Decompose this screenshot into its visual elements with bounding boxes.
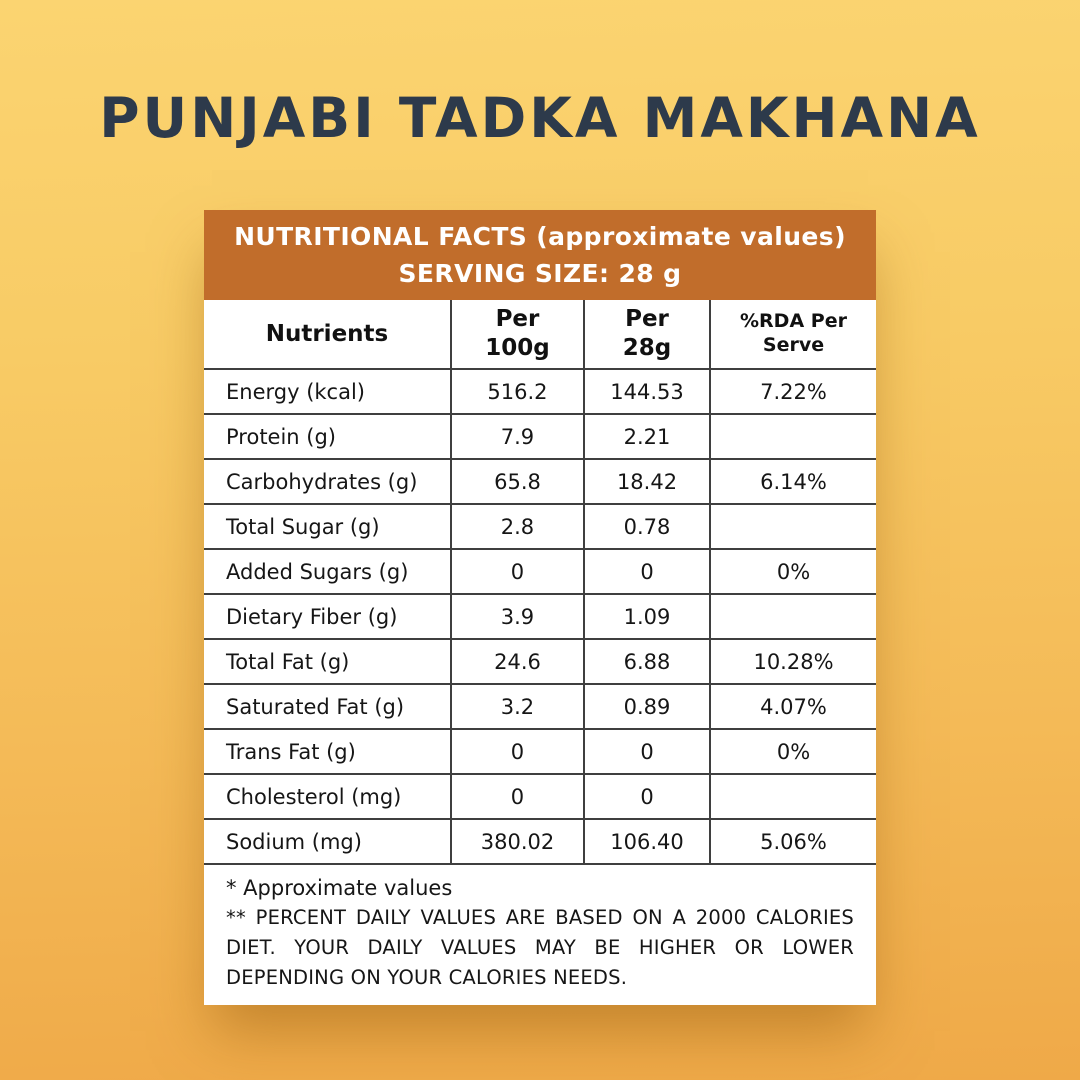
per-28g-cell: 1.09 [584, 594, 711, 640]
nutrient-name-cell: Saturated Fat (g) [204, 684, 452, 730]
rda-cell: 5.06% [710, 819, 876, 865]
per-100g-cell: 0 [450, 774, 586, 820]
nutrition-facts-title: NUTRITIONAL FACTS (approximate values) [234, 222, 846, 251]
table-row: Total Sugar (g) 2.8 0.78 [204, 504, 876, 550]
rda-cell: 7.22% [710, 369, 876, 415]
rda-cell: 10.28% [710, 639, 876, 685]
approximate-values-note: * Approximate values [226, 876, 453, 900]
per-28g-cell: 144.53 [584, 369, 711, 415]
rda-cell: 0% [710, 729, 876, 775]
per-28g-cell: 0 [584, 729, 711, 775]
nutrition-facts-header: NUTRITIONAL FACTS (approximate values) S… [204, 210, 876, 300]
per-100g-cell: 2.8 [450, 504, 586, 550]
rda-cell: 4.07% [710, 684, 876, 730]
nutrient-name-cell: Carbohydrates (g) [204, 459, 452, 505]
per-28g-cell: 0.78 [584, 504, 711, 550]
table-row: Total Fat (g) 24.6 6.88 10.28% [204, 639, 876, 685]
table-row: Carbohydrates (g) 65.8 18.42 6.14% [204, 459, 876, 505]
nutrient-name-cell: Total Fat (g) [204, 639, 452, 685]
rda-cell [710, 594, 876, 640]
serving-size-label: SERVING SIZE: 28 g [398, 259, 682, 288]
page-title: PUNJABI TADKA MAKHANA [99, 86, 981, 150]
per-100g-cell: 3.2 [450, 684, 586, 730]
per-28g-cell: 18.42 [584, 459, 711, 505]
column-header-nutrients: Nutrients [204, 300, 452, 370]
per-100g-cell: 24.6 [450, 639, 586, 685]
nutrient-name-cell: Cholesterol (mg) [204, 774, 452, 820]
per-28g-cell: 2.21 [584, 414, 711, 460]
nutrient-name-cell: Energy (kcal) [204, 369, 452, 415]
per-100g-cell: 0 [450, 549, 586, 595]
table-row: Dietary Fiber (g) 3.9 1.09 [204, 594, 876, 640]
column-header-rda: %RDA Per Serve [710, 300, 876, 370]
column-header-per-28g: Per 28g [584, 300, 711, 370]
rda-cell [710, 504, 876, 550]
nutrition-facts-card: NUTRITIONAL FACTS (approximate values) S… [204, 210, 876, 1005]
nutrient-name-cell: Protein (g) [204, 414, 452, 460]
rda-cell [710, 414, 876, 460]
nutrient-name-cell: Sodium (mg) [204, 819, 452, 865]
table-row: Protein (g) 7.9 2.21 [204, 414, 876, 460]
table-row: Cholesterol (mg) 0 0 [204, 774, 876, 820]
column-header-per-100g: Per 100g [450, 300, 586, 370]
table-row: Sodium (mg) 380.02 106.40 5.06% [204, 819, 876, 865]
per-100g-cell: 7.9 [450, 414, 586, 460]
table-row: Energy (kcal) 516.2 144.53 7.22% [204, 369, 876, 415]
nutrient-name-cell: Dietary Fiber (g) [204, 594, 452, 640]
nutrition-table: Nutrients Per 100g Per 28g %RDA Per Serv… [204, 300, 876, 865]
nutrient-name-cell: Added Sugars (g) [204, 549, 452, 595]
daily-values-note: ** PERCENT DAILY VALUES ARE BASED ON A 2… [226, 906, 854, 989]
per-100g-cell: 65.8 [450, 459, 586, 505]
per-28g-cell: 106.40 [584, 819, 711, 865]
per-100g-cell: 3.9 [450, 594, 586, 640]
rda-cell: 6.14% [710, 459, 876, 505]
table-row: Trans Fat (g) 0 0 0% [204, 729, 876, 775]
table-header-row: Nutrients Per 100g Per 28g %RDA Per Serv… [204, 300, 876, 370]
table-row: Added Sugars (g) 0 0 0% [204, 549, 876, 595]
nutrient-name-cell: Total Sugar (g) [204, 504, 452, 550]
per-28g-cell: 0 [584, 774, 711, 820]
per-28g-cell: 0 [584, 549, 711, 595]
rda-cell [710, 774, 876, 820]
nutrient-name-cell: Trans Fat (g) [204, 729, 452, 775]
per-28g-cell: 6.88 [584, 639, 711, 685]
per-100g-cell: 516.2 [450, 369, 586, 415]
per-100g-cell: 380.02 [450, 819, 586, 865]
footnotes: * Approximate values ** PERCENT DAILY VA… [204, 865, 876, 1005]
per-28g-cell: 0.89 [584, 684, 711, 730]
rda-cell: 0% [710, 549, 876, 595]
per-100g-cell: 0 [450, 729, 586, 775]
table-row: Saturated Fat (g) 3.2 0.89 4.07% [204, 684, 876, 730]
